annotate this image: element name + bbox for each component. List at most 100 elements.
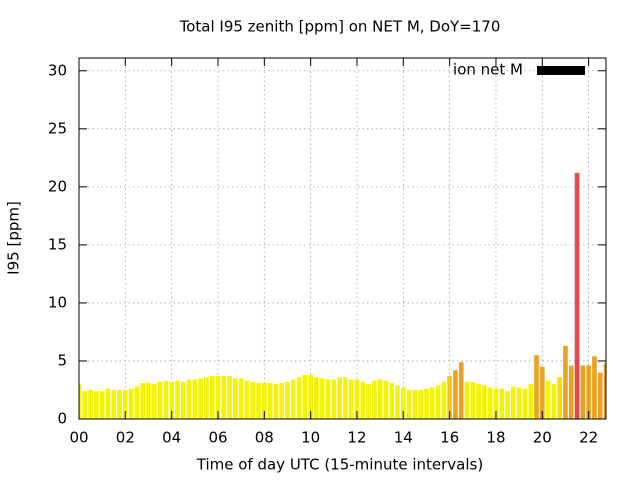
bar xyxy=(412,389,418,419)
x-tick-label: 22 xyxy=(579,429,598,447)
bar xyxy=(563,345,568,419)
bar xyxy=(453,370,458,419)
bar xyxy=(580,365,586,419)
bar xyxy=(128,388,134,419)
bar xyxy=(528,384,534,419)
bar xyxy=(296,377,302,419)
y-tick-label: 30 xyxy=(48,61,67,79)
bar xyxy=(337,377,342,419)
bar xyxy=(366,384,371,419)
bar xyxy=(169,381,174,419)
bar xyxy=(586,365,591,419)
legend-swatch xyxy=(537,66,585,75)
bar xyxy=(389,383,395,419)
bar xyxy=(487,387,493,419)
bar xyxy=(221,376,227,419)
bar xyxy=(192,379,198,419)
bar xyxy=(534,355,539,419)
bar xyxy=(215,376,221,419)
bar xyxy=(383,380,389,419)
bar xyxy=(88,389,93,419)
y-tick-label: 25 xyxy=(48,119,67,137)
x-tick-label: 02 xyxy=(116,429,135,447)
bar xyxy=(105,388,111,419)
x-tick-label: 04 xyxy=(162,429,181,447)
grid xyxy=(78,58,606,420)
bar xyxy=(447,376,452,419)
bar xyxy=(238,378,244,419)
bar xyxy=(79,384,82,419)
y-tick-label: 10 xyxy=(48,293,67,311)
bar xyxy=(406,389,412,419)
bar xyxy=(597,372,603,419)
bar xyxy=(123,389,128,419)
bar xyxy=(568,365,574,419)
bar xyxy=(157,381,163,419)
bar xyxy=(551,384,557,419)
bar xyxy=(505,391,510,419)
bar xyxy=(516,387,522,419)
x-tick-label: 14 xyxy=(394,429,413,447)
bar xyxy=(482,385,487,419)
bar xyxy=(343,377,348,419)
y-tick-label: 20 xyxy=(48,177,67,195)
x-tick-label: 06 xyxy=(208,429,227,447)
bar xyxy=(140,383,146,419)
bar xyxy=(302,374,308,419)
bar xyxy=(163,380,169,419)
bar xyxy=(539,366,545,419)
bar xyxy=(441,381,447,419)
x-tick-label: 00 xyxy=(69,429,88,447)
bar xyxy=(308,374,313,419)
bar xyxy=(522,388,528,419)
bar xyxy=(400,387,406,419)
bar xyxy=(603,363,606,419)
bar xyxy=(499,388,505,419)
bar xyxy=(429,387,435,419)
bar xyxy=(273,384,279,419)
bar xyxy=(348,379,354,419)
bar xyxy=(458,362,464,419)
bar xyxy=(325,379,331,419)
x-tick-label: 10 xyxy=(301,429,320,447)
bar xyxy=(354,379,360,419)
x-tick-label: 16 xyxy=(440,429,459,447)
x-tick-label: 12 xyxy=(347,429,366,447)
bar xyxy=(314,377,319,419)
bar xyxy=(198,378,203,419)
bar xyxy=(204,377,209,419)
legend-label: ion net M xyxy=(453,61,523,79)
y-tick-label: 0 xyxy=(57,410,67,428)
bar xyxy=(250,381,256,419)
bar xyxy=(464,381,470,419)
bar xyxy=(511,386,516,419)
bar xyxy=(493,388,499,419)
x-tick-label: 18 xyxy=(486,429,505,447)
bar xyxy=(233,378,238,419)
x-axis-label: Time of day UTC (15-minute intervals) xyxy=(196,456,483,474)
bar xyxy=(395,385,400,419)
bar xyxy=(151,384,157,419)
bar xyxy=(285,381,290,419)
bar xyxy=(435,385,441,419)
bar xyxy=(111,389,117,419)
y-tick-label: 15 xyxy=(48,235,67,253)
bar xyxy=(545,380,551,419)
chart-title: Total I95 zenith [ppm] on NET M, DoY=170 xyxy=(179,18,501,36)
bar xyxy=(290,379,296,419)
bar xyxy=(256,383,261,419)
bar xyxy=(377,379,383,419)
bar xyxy=(94,391,99,419)
bar xyxy=(175,380,180,419)
bar xyxy=(134,386,140,419)
bar xyxy=(592,356,597,419)
x-tick-label: 20 xyxy=(533,429,552,447)
bar xyxy=(186,379,192,419)
bar xyxy=(319,378,325,419)
bar xyxy=(146,383,151,419)
y-axis-label: I95 [ppm] xyxy=(5,201,23,275)
bar xyxy=(557,377,562,419)
bar xyxy=(574,172,580,419)
bar xyxy=(372,380,377,419)
